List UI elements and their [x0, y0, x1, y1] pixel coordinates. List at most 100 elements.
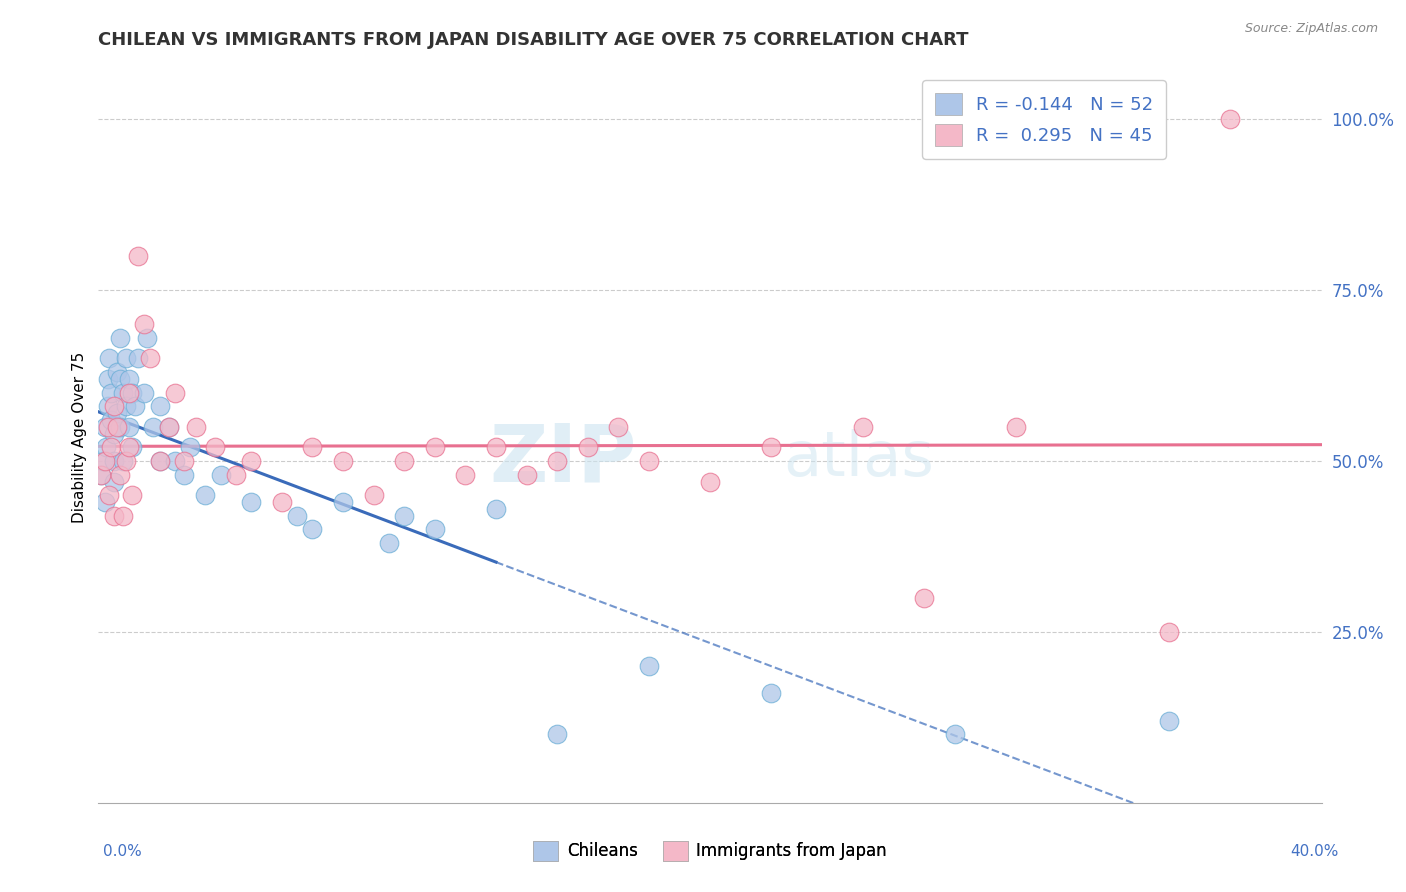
Point	[93, 454, 115, 468]
Point	[204, 440, 226, 454]
Point	[163, 385, 186, 400]
Point	[378, 536, 401, 550]
Point	[301, 440, 323, 454]
Point	[209, 467, 232, 482]
Text: ZIP: ZIP	[489, 420, 637, 498]
Point	[1004, 420, 1026, 434]
Point	[363, 488, 385, 502]
Point	[115, 400, 138, 414]
Point	[103, 508, 125, 523]
Point	[485, 501, 508, 516]
Point	[97, 372, 120, 386]
Point	[943, 727, 966, 741]
Point	[93, 495, 115, 509]
Point	[157, 420, 180, 434]
Point	[240, 495, 263, 509]
Point	[516, 467, 538, 482]
Point	[173, 454, 195, 468]
Point	[179, 440, 201, 454]
Point	[761, 686, 783, 700]
Point	[111, 385, 134, 400]
Point	[98, 488, 121, 502]
Point	[108, 372, 131, 386]
Point	[1157, 624, 1180, 639]
Legend: Chileans, Immigrants from Japan: Chileans, Immigrants from Japan	[527, 834, 893, 868]
Point	[127, 351, 149, 366]
Point	[127, 249, 149, 263]
Point	[1157, 714, 1180, 728]
Point	[149, 454, 172, 468]
Y-axis label: Disability Age Over 75: Disability Age Over 75	[72, 351, 87, 523]
Point	[142, 420, 165, 434]
Point	[90, 467, 112, 482]
Point	[423, 522, 446, 536]
Point	[392, 508, 416, 523]
Point	[111, 454, 134, 468]
Point	[157, 420, 180, 434]
Point	[108, 420, 131, 434]
Point	[225, 467, 247, 482]
Point	[134, 318, 156, 332]
Point	[93, 420, 115, 434]
Point	[423, 440, 446, 454]
Point	[163, 454, 186, 468]
Point	[121, 440, 143, 454]
Point	[105, 406, 128, 420]
Point	[173, 467, 195, 482]
Point	[285, 508, 308, 523]
Point	[576, 440, 599, 454]
Point	[139, 351, 162, 366]
Point	[118, 385, 141, 400]
Point	[637, 454, 661, 468]
Point	[103, 400, 125, 414]
Point	[240, 454, 263, 468]
Point	[100, 385, 122, 400]
Point	[118, 440, 141, 454]
Point	[912, 591, 935, 605]
Text: 0.0%: 0.0%	[103, 845, 142, 859]
Point	[607, 420, 630, 434]
Point	[699, 475, 721, 489]
Point	[97, 420, 120, 434]
Point	[103, 475, 125, 489]
Point	[761, 440, 783, 454]
Point	[91, 454, 114, 468]
Point	[1219, 112, 1241, 127]
Point	[105, 365, 128, 379]
Point	[121, 488, 143, 502]
Point	[124, 400, 146, 414]
Point	[637, 659, 661, 673]
Point	[301, 522, 323, 536]
Point	[118, 420, 141, 434]
Point	[546, 727, 568, 741]
Point	[115, 351, 138, 366]
Point	[121, 385, 143, 400]
Point	[332, 495, 354, 509]
Point	[115, 454, 138, 468]
Point	[97, 400, 120, 414]
Point	[105, 420, 128, 434]
Text: atlas: atlas	[783, 429, 935, 489]
Text: 40.0%: 40.0%	[1291, 845, 1339, 859]
Point	[392, 454, 416, 468]
Point	[136, 331, 159, 345]
Point	[546, 454, 568, 468]
Point	[100, 413, 122, 427]
Point	[98, 351, 121, 366]
Point	[332, 454, 354, 468]
Point	[94, 440, 117, 454]
Point	[186, 420, 208, 434]
Text: CHILEAN VS IMMIGRANTS FROM JAPAN DISABILITY AGE OVER 75 CORRELATION CHART: CHILEAN VS IMMIGRANTS FROM JAPAN DISABIL…	[98, 31, 969, 49]
Point	[108, 331, 131, 345]
Point	[103, 454, 125, 468]
Point	[134, 385, 156, 400]
Point	[108, 467, 131, 482]
Point	[485, 440, 508, 454]
Point	[103, 426, 125, 441]
Point	[149, 400, 172, 414]
Point	[270, 495, 294, 509]
Point	[90, 467, 112, 482]
Point	[852, 420, 875, 434]
Point	[111, 508, 134, 523]
Point	[100, 440, 122, 454]
